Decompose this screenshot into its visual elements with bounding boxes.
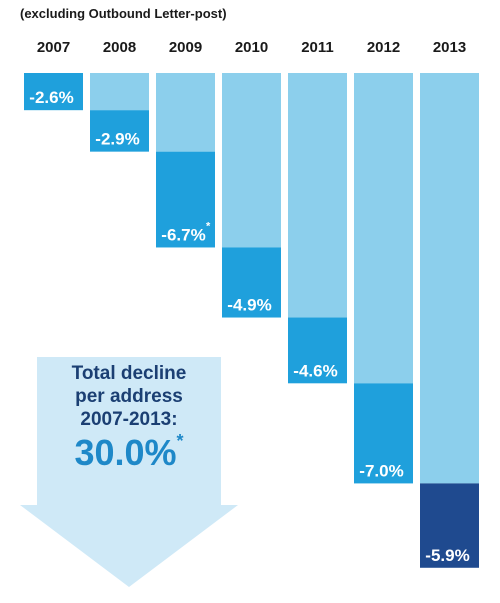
decline-bar-2012 [354, 383, 413, 484]
value-label-2008: -2.9% [95, 130, 139, 149]
cumulative-bar-2012 [354, 73, 413, 384]
year-label-2008: 2008 [103, 39, 136, 56]
value-label-2013: -5.9% [425, 546, 469, 565]
decline-bar-2011 [288, 317, 347, 384]
value-label-2010: -4.9% [227, 296, 271, 315]
decline-bar-2010 [222, 247, 281, 318]
year-label-2012: 2012 [367, 39, 400, 56]
total-decline-period: 2007-2013: [80, 409, 178, 430]
value-label-2007: -2.6% [29, 88, 73, 107]
year-label-2009: 2009 [169, 39, 202, 56]
total-decline-label-line1: Total decline [71, 363, 187, 384]
chart-subtitle: (excluding Outbound Letter-post) [20, 6, 227, 21]
year-label-2007: 2007 [37, 39, 70, 56]
decline-bar-2013 [420, 483, 479, 568]
year-label-2011: 2011 [301, 39, 334, 56]
cumulative-bar-2013 [420, 73, 479, 484]
decline-bar-2007 [24, 73, 83, 111]
year-label-2010: 2010 [235, 39, 268, 56]
cumulative-bar-2009 [156, 73, 215, 152]
cumulative-bar-2008 [90, 73, 149, 111]
total-decline-label-line2: per address [75, 386, 183, 407]
year-label-2013: 2013 [433, 39, 466, 56]
value-label-2012: -7.0% [359, 461, 403, 480]
decline-bar-2008 [90, 110, 149, 152]
value-label-2009: -6.7% [161, 225, 205, 244]
footnote-marker-2009: * [206, 220, 211, 232]
total-decline-arrow [20, 357, 238, 587]
total-decline-value: 30.0% [74, 432, 177, 473]
value-label-2011: -4.6% [293, 361, 337, 380]
decline-bar-2009 [156, 151, 215, 248]
total-decline-callout: Total decline per address 2007-2013: 30.… [36, 362, 222, 475]
cumulative-bar-2011 [288, 73, 347, 318]
total-decline-footnote-marker: * [176, 431, 184, 451]
cumulative-bar-2010 [222, 73, 281, 248]
